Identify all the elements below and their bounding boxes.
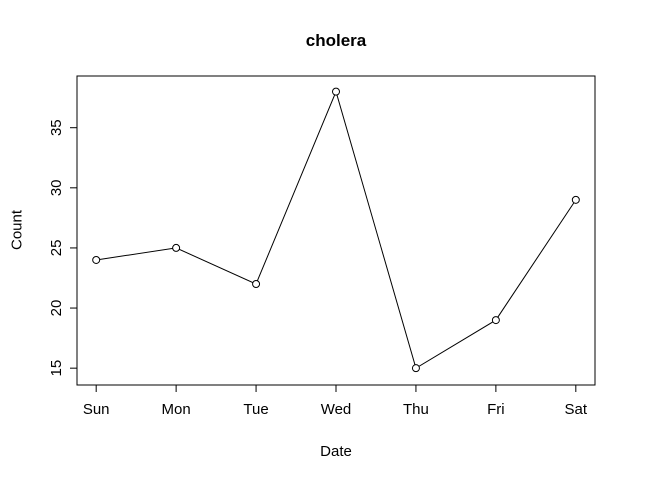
- x-tick-label: Wed: [321, 401, 352, 418]
- x-tick-label: Sat: [565, 401, 588, 418]
- data-point: [411, 364, 420, 373]
- x-tick-label: Sun: [83, 401, 110, 418]
- y-axis-label: Count: [8, 209, 26, 251]
- data-point: [172, 243, 181, 252]
- data-point: [252, 280, 261, 289]
- x-tick-label: Mon: [162, 401, 191, 418]
- y-tick-label: 30: [48, 179, 65, 196]
- y-tick-label: 35: [48, 119, 65, 136]
- y-tick-label: 25: [48, 240, 65, 257]
- x-tick-label: Tue: [243, 401, 268, 418]
- y-tick-label: 15: [48, 360, 65, 377]
- plot-border: [76, 75, 596, 386]
- data-point: [491, 316, 500, 325]
- x-tick-label: Thu: [403, 401, 429, 418]
- x-tick-label: Fri: [487, 401, 505, 418]
- x-axis-label: Date: [320, 443, 352, 460]
- data-point: [92, 255, 101, 264]
- data-point: [332, 87, 340, 96]
- y-tick-label: 20: [48, 300, 65, 317]
- data-point: [571, 195, 580, 204]
- chart-title: cholera: [305, 31, 367, 50]
- data-line: [96, 90, 577, 369]
